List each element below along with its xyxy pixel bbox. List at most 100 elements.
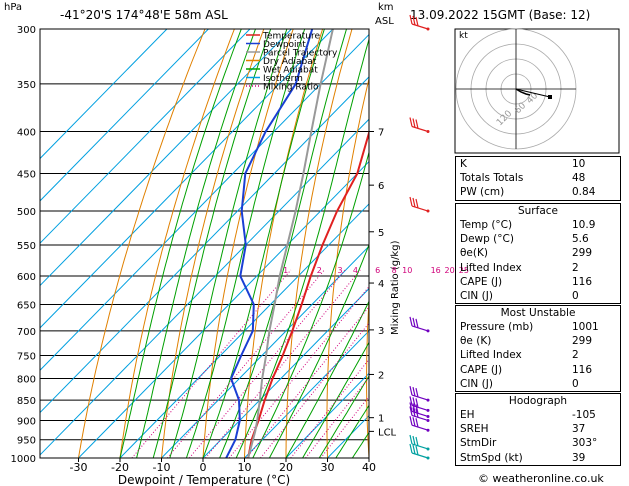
wind-barb-dot <box>426 447 430 451</box>
km-tick-label: 2 <box>378 370 384 381</box>
x-tick-label: 0 <box>200 461 207 474</box>
x-tick-label: 10 <box>238 461 252 474</box>
isotherm-line <box>40 29 251 244</box>
wind-barb-flag <box>415 318 419 329</box>
wind-barb-dot <box>426 414 430 418</box>
hodograph-stats-section: Hodograph EH -105 SREH 37 StmDir 303° StmSp… <box>455 393 621 466</box>
wind-barb-flag <box>412 15 416 26</box>
x-tick-label: 30 <box>321 461 335 474</box>
isotherm-line <box>40 29 168 160</box>
wind-barb-flag <box>412 435 416 446</box>
pressure-tick-label: 1000 <box>11 454 36 465</box>
mixing-ratio-label: 8 <box>392 266 397 275</box>
pressure-tick-label: 800 <box>17 374 36 385</box>
copyright-label: © weatheronline.co.uk <box>478 472 604 485</box>
km-tick-label: 5 <box>378 228 384 239</box>
pressure-tick-label: 900 <box>17 416 36 427</box>
surface-row: CAPE (J) 116 <box>460 275 593 288</box>
x-tick-label: -30 <box>70 461 88 474</box>
mixing-ratio-line <box>228 285 369 458</box>
surface-title: Surface <box>517 205 558 217</box>
legend-label: Wet Adiabat <box>263 66 318 76</box>
wind-barb-dot <box>426 418 430 422</box>
mixing-ratio-label: 1 <box>283 266 288 275</box>
wind-barb-flag <box>415 198 419 209</box>
wind-barb-dot <box>426 428 430 432</box>
km-tick-label: 4 <box>378 279 384 290</box>
legend-label: Temperature <box>262 32 320 42</box>
wind-barb-dot <box>426 398 430 402</box>
pressure-tick-label: 500 <box>17 207 36 218</box>
surface-row: Dewp (°C) 5.6 <box>460 233 589 246</box>
mixing-ratio-axis-label: Mixing Ratio (g/kg) <box>390 240 401 335</box>
pressure-tick-label: 300 <box>17 25 36 36</box>
pressure-tick-label: 700 <box>17 327 36 338</box>
wind-barb-flag <box>409 316 413 327</box>
mu-row: θe (K) 299 <box>460 335 593 348</box>
surface-row: CIN (J) 0 <box>460 289 579 302</box>
wind-barb-flag <box>415 119 419 129</box>
wind-barb-flag <box>409 117 413 127</box>
pressure-tick-label: 850 <box>17 396 36 407</box>
isotherm-line <box>40 29 334 329</box>
wet-adiabat-line <box>219 29 348 458</box>
isotherm-line <box>78 160 369 458</box>
wind-barb-flag <box>412 397 416 407</box>
indices-table: K 10 Totals Totals 48 PW (cm) 0.84 <box>455 156 621 201</box>
wind-barb-flag <box>409 14 413 25</box>
isotherm-line <box>40 29 292 287</box>
wind-barb-flag <box>415 445 419 456</box>
pressure-tick-label: 950 <box>17 436 36 447</box>
index-row-pw: PW (cm) 0.84 <box>460 186 596 199</box>
hodograph-trace <box>515 88 531 96</box>
dewpoint-line <box>225 29 314 458</box>
wind-barb-dot <box>426 456 430 460</box>
isotherm-line <box>244 330 369 458</box>
wet-adiabat-line <box>119 29 242 458</box>
pressure-tick-label: 750 <box>17 351 36 362</box>
pressure-tick-label: 650 <box>17 301 36 312</box>
km-tick-label: 6 <box>378 181 384 192</box>
hodograph-stats-title: Hodograph <box>508 395 568 407</box>
surface-row: Lifted Index 2 <box>460 261 579 274</box>
wind-barb-flag <box>415 398 419 408</box>
mixing-ratio-line <box>131 269 292 458</box>
pressure-tick-label: 450 <box>17 169 36 180</box>
mixing-ratio-label: 16 <box>431 266 441 275</box>
wet-adiabat-line <box>318 375 369 458</box>
pressure-tick-label: 350 <box>17 80 36 91</box>
hodo-row: StmSpd (kt) 39 <box>460 451 586 464</box>
dry-adiabat-line <box>366 293 369 458</box>
mu-row: CIN (J) 0 <box>460 377 579 390</box>
km-label: km <box>378 2 394 13</box>
wet-adiabat-line <box>285 300 369 458</box>
mixing-ratio-line <box>290 358 369 458</box>
mixing-ratio-label: 20 <box>445 266 455 275</box>
legend-label: Parcel Trajectory <box>263 49 338 59</box>
isotherm-line <box>40 29 209 202</box>
surface-row: θe(K) 299 <box>460 247 593 260</box>
parcel-trajectory-line <box>247 29 334 458</box>
legend-label: Dry Adiabat <box>263 57 317 67</box>
isotherm-line <box>161 245 369 458</box>
temperature-line <box>247 129 369 458</box>
mixing-ratio-label: 6 <box>375 266 380 275</box>
x-tick-label: -20 <box>111 461 129 474</box>
x-tick-label: 40 <box>362 461 376 474</box>
isotherm-line <box>40 118 369 456</box>
wet-adiabat-line <box>169 29 288 458</box>
wet-adiabat-line <box>252 150 369 458</box>
dry-adiabat-line <box>160 29 265 458</box>
hodograph-frame <box>454 28 620 154</box>
wind-barb-flag <box>412 407 416 417</box>
km-tick-label: 1 <box>378 414 384 425</box>
hodo-row: StmDir 303° <box>460 437 598 450</box>
wet-adiabat-line <box>335 404 369 458</box>
mixing-ratio-label: 3 <box>338 266 343 275</box>
wind-barb-dot <box>426 27 430 31</box>
hodograph-unit-label: kt <box>459 31 468 41</box>
wind-barb-flag <box>409 196 413 207</box>
wet-adiabat-line <box>136 29 257 458</box>
wet-adiabat-line <box>302 341 369 458</box>
